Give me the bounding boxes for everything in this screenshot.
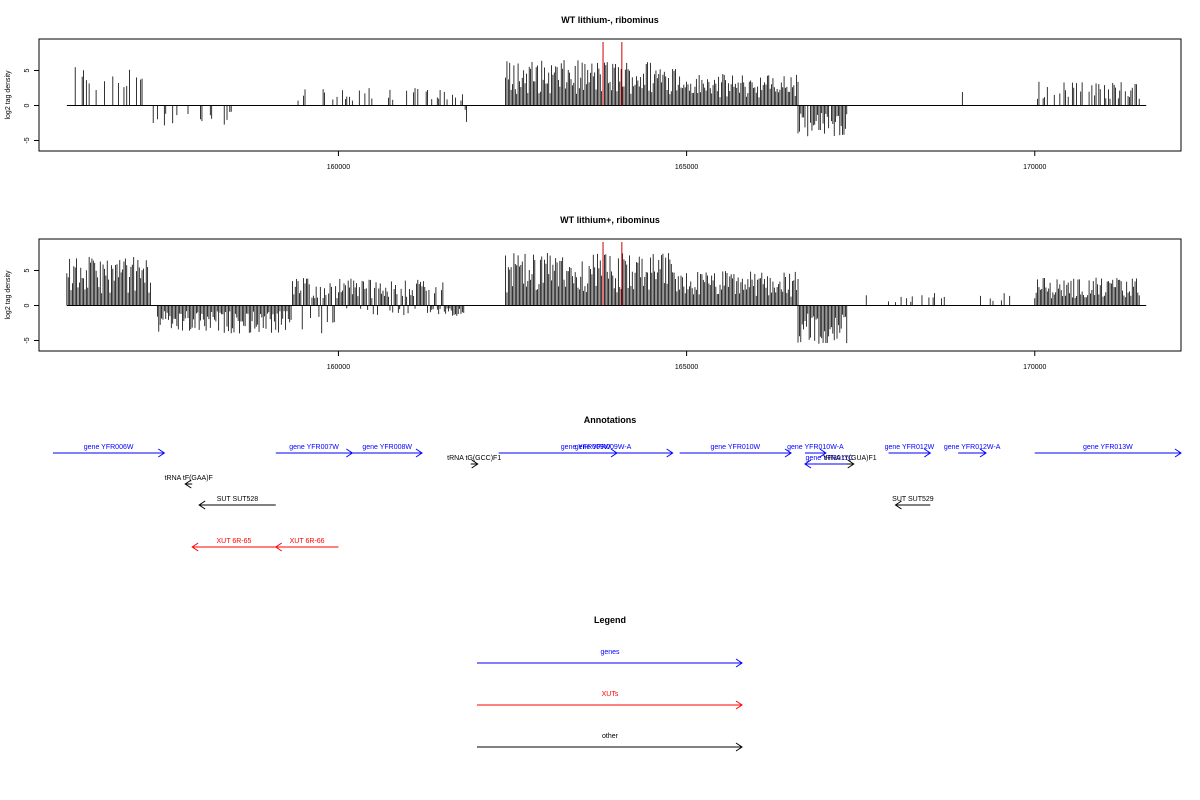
y-tick-label: -5 bbox=[24, 337, 31, 343]
y-axis-label: log2 tag density bbox=[5, 270, 12, 320]
feature-label: gene YFR007W bbox=[289, 444, 339, 451]
legend-arrowhead bbox=[735, 742, 743, 752]
annotations-title: Annotations bbox=[584, 415, 637, 425]
feature-label: XUT 6R-65 bbox=[217, 538, 252, 545]
marker-lines bbox=[602, 42, 623, 106]
plot-frame bbox=[38, 238, 1182, 352]
feature-arrowhead bbox=[274, 542, 283, 552]
legend-item: genes bbox=[477, 649, 743, 668]
annotation-feature: SUT SUT528 bbox=[198, 496, 276, 510]
feature-arrowhead bbox=[191, 542, 199, 552]
legend-arrowhead bbox=[735, 700, 743, 710]
legend-item: XUTs bbox=[477, 691, 743, 710]
feature-label: gene YFR013W bbox=[1083, 444, 1133, 451]
annotation-feature: gene YFR013W bbox=[1034, 444, 1182, 458]
annotation-feature: gene YFR009W bbox=[498, 444, 674, 458]
legend-title: Legend bbox=[594, 615, 626, 625]
y-tick-label: 0 bbox=[24, 303, 31, 307]
feature-label: gene YFR012W-A bbox=[944, 444, 1001, 451]
feature-arrowhead bbox=[415, 448, 423, 458]
feature-arrowhead bbox=[610, 448, 618, 458]
feature-arrowhead bbox=[979, 448, 987, 458]
density-panel-lithium-plus: WT lithium+, ribominus log2 tag density … bbox=[5, 215, 1182, 371]
x-tick-label: 170000 bbox=[1023, 364, 1046, 371]
annotations-track: Annotations gene YFR006W gene YFR007W gene… bbox=[52, 415, 1182, 552]
feature-label: gene YFR008W bbox=[362, 444, 412, 451]
x-tick-label: 160000 bbox=[327, 164, 350, 171]
feature-label: XUT 6R-66 bbox=[290, 538, 325, 545]
feature-arrowhead bbox=[847, 459, 855, 469]
annotation-feature: tRNA tF(GAA)F bbox=[165, 475, 213, 489]
feature-arrowhead bbox=[819, 448, 827, 458]
y-tick-label: 5 bbox=[24, 268, 31, 272]
annotation-feature: gene YFR007W bbox=[275, 444, 354, 458]
annotation-feature: tRNA tG(GCC)F1 bbox=[447, 455, 501, 469]
x-axis: 160000 165000 170000 bbox=[327, 151, 1047, 171]
annotation-feature: gene YFR006W bbox=[52, 444, 166, 458]
panel-title: WT lithium+, ribominus bbox=[560, 215, 660, 225]
density-bars bbox=[66, 60, 1147, 137]
feature-label: SUT SUT528 bbox=[217, 496, 259, 503]
y-tick-label: 0 bbox=[24, 103, 31, 107]
density-panel-lithium-minus: WT lithium-, ribominus log2 tag density … bbox=[5, 15, 1182, 171]
feature-arrowhead bbox=[924, 448, 932, 458]
feature-arrowhead bbox=[184, 479, 192, 489]
feature-arrowhead bbox=[471, 459, 479, 469]
feature-arrowhead bbox=[804, 459, 812, 469]
annotation-feature: gene YFR012W-A bbox=[944, 444, 1001, 458]
annotation-feature: gene YFR010W-A bbox=[787, 444, 844, 458]
x-tick-label: 160000 bbox=[327, 364, 350, 371]
feature-label: tRNA tY(GUA)F1 bbox=[824, 455, 877, 462]
feature-label: gene YFR009W bbox=[561, 444, 611, 451]
feature-label: gene YFR010W bbox=[710, 444, 760, 451]
feature-label: tRNA tG(GCC)F1 bbox=[447, 455, 501, 462]
legend-label: genes bbox=[600, 649, 620, 656]
feature-arrowhead bbox=[198, 500, 206, 510]
y-axis-label: log2 tag density bbox=[5, 70, 12, 120]
x-tick-label: 165000 bbox=[675, 364, 698, 371]
feature-arrowhead bbox=[1174, 448, 1182, 458]
density-bars bbox=[66, 253, 1147, 344]
plot-frame bbox=[38, 38, 1182, 152]
annotation-feature: gene YFR008W bbox=[352, 444, 423, 458]
annotation-feature: gene YFR009W-A bbox=[575, 444, 632, 458]
feature-arrowhead bbox=[666, 448, 674, 458]
x-tick-label: 165000 bbox=[675, 164, 698, 171]
y-axis: -5 0 5 bbox=[24, 268, 39, 344]
x-tick-label: 170000 bbox=[1023, 164, 1046, 171]
annotation-feature: gene YFR011C bbox=[804, 455, 854, 469]
feature-label: gene YFR010W-A bbox=[787, 444, 844, 451]
feature-label: gene YFR012W bbox=[885, 444, 935, 451]
annotation-feature: XUT 6R-66 bbox=[274, 538, 339, 552]
annotation-feature: tRNA tY(GUA)F1 bbox=[824, 455, 877, 469]
feature-arrowhead bbox=[784, 448, 792, 458]
feature-arrowhead bbox=[894, 500, 902, 510]
legend: Legend genes XUTs other bbox=[477, 615, 743, 752]
legend-item: other bbox=[477, 733, 743, 752]
annotation-feature: gene YFR010W bbox=[679, 444, 792, 458]
legend-label: other bbox=[602, 733, 619, 740]
feature-label: gene YFR011C bbox=[806, 455, 854, 462]
feature-label: gene YFR006W bbox=[84, 444, 134, 451]
feature-label: tRNA tF(GAA)F bbox=[165, 475, 213, 482]
legend-label: XUTs bbox=[602, 691, 619, 698]
marker-lines bbox=[602, 242, 623, 306]
feature-label: gene YFR009W-A bbox=[575, 444, 632, 451]
legend-arrowhead bbox=[735, 658, 743, 668]
annotation-feature: SUT SUT529 bbox=[892, 496, 934, 510]
annotation-feature: XUT 6R-65 bbox=[191, 538, 276, 552]
y-tick-label: -5 bbox=[24, 137, 31, 143]
x-axis: 160000 165000 170000 bbox=[327, 351, 1047, 371]
feature-label: SUT SUT529 bbox=[892, 496, 934, 503]
y-tick-label: 5 bbox=[24, 68, 31, 72]
annotation-feature: gene YFR012W bbox=[885, 444, 935, 458]
panel-title: WT lithium-, ribominus bbox=[561, 15, 659, 25]
feature-arrowhead bbox=[158, 448, 166, 458]
y-axis: -5 0 5 bbox=[24, 68, 39, 144]
